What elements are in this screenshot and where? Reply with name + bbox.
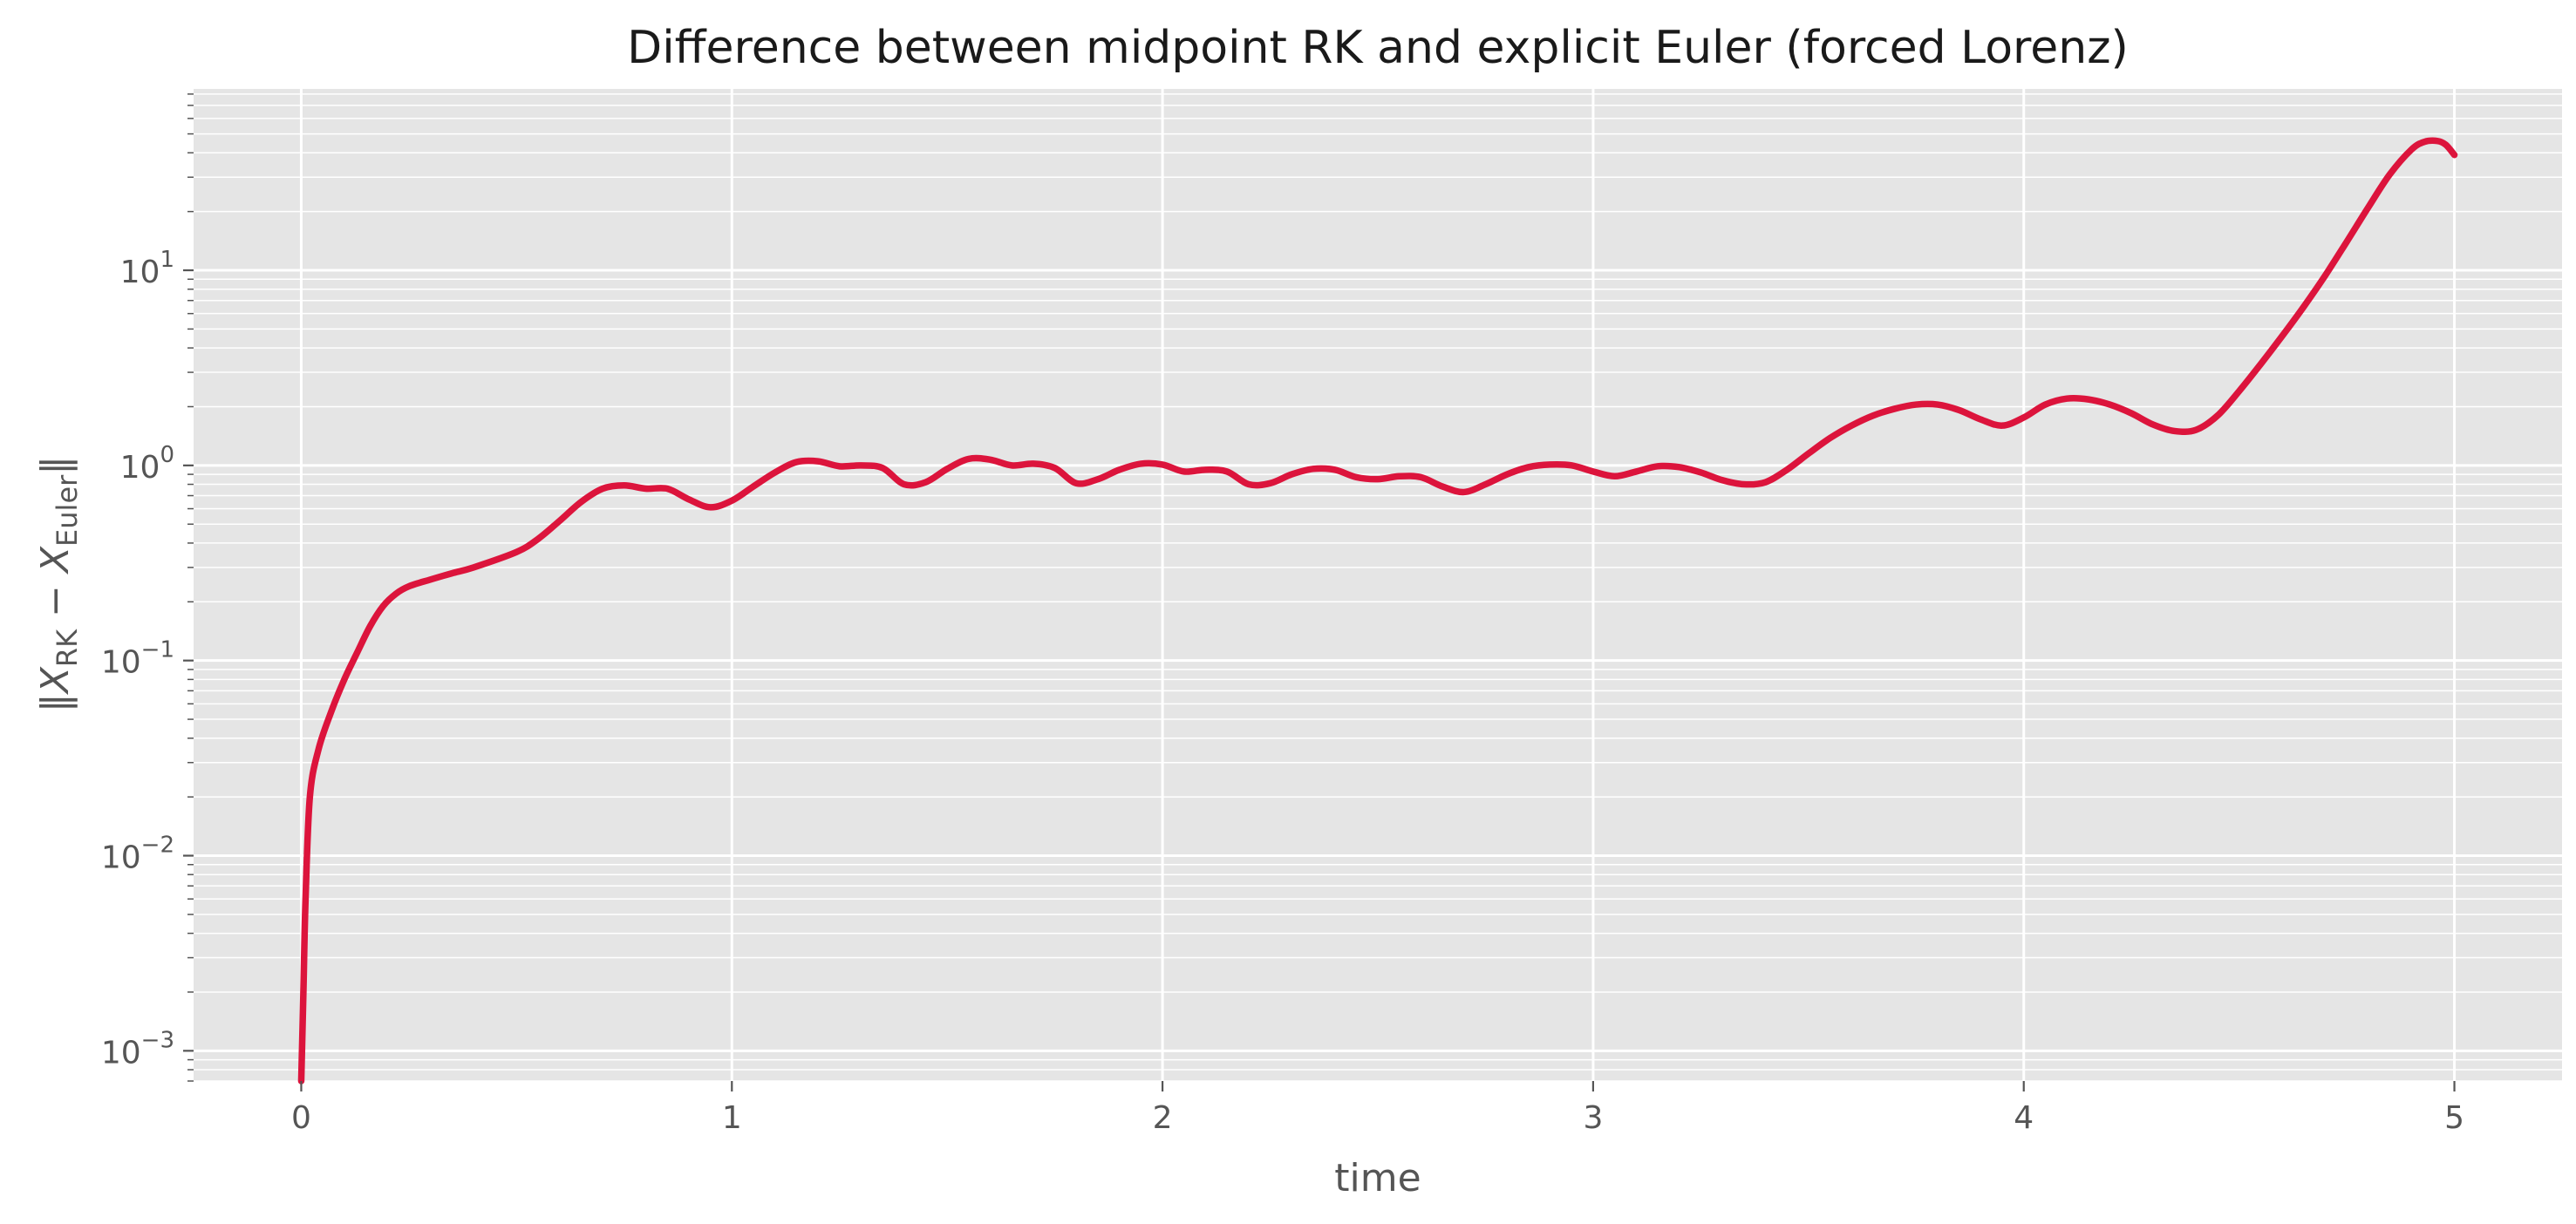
y-tick-label-exponent: 0 <box>160 442 174 468</box>
y-tick-label: 100 <box>120 442 174 486</box>
x-tick-label: 4 <box>2014 1100 2034 1136</box>
y-tick-label: 101 <box>120 247 174 290</box>
y-tick-label-base: 10 <box>101 840 141 876</box>
y-axis-label-norm-left: ‖ <box>33 693 78 712</box>
series-line <box>297 137 2458 1085</box>
y-tick-label-exponent: −3 <box>141 1027 174 1053</box>
y-axis-label-x-rk: X <box>33 666 78 695</box>
y-axis-label: ‖XRK − XEuler‖ <box>33 456 84 713</box>
y-tick-label-exponent: −2 <box>141 833 174 859</box>
y-tick-label: 10−2 <box>101 833 174 876</box>
y-tick-label-base: 10 <box>120 450 160 486</box>
y-tick-label-exponent: −1 <box>141 637 174 663</box>
x-tick-label: 1 <box>722 1100 742 1136</box>
y-tick-label-base: 10 <box>101 1035 141 1071</box>
y-axis-label-x-euler: X <box>33 546 78 575</box>
plot-background <box>194 89 2562 1081</box>
y-tick-label: 10−1 <box>101 637 174 681</box>
x-tick-label: 3 <box>1583 1100 1603 1136</box>
y-axis-label-sub-rk: RK <box>51 629 84 667</box>
y-axis-label-norm-right: ‖ <box>33 456 78 475</box>
y-axis-label-sub-euler: Euler <box>51 474 84 547</box>
y-axis-label-minus: − <box>33 573 78 629</box>
major-gridlines <box>194 89 2562 1081</box>
x-axis-label: time <box>1334 1156 1421 1200</box>
y-tick-label-exponent: 1 <box>160 247 174 273</box>
y-tick-label-base: 10 <box>101 645 141 681</box>
y-tick-label: 10−3 <box>101 1027 174 1071</box>
y-tick-label-base: 10 <box>120 255 160 290</box>
x-tick-label: 0 <box>291 1100 311 1136</box>
minor-gridlines <box>194 93 2562 1082</box>
series-layer <box>297 137 2458 1085</box>
x-axis: 0 1 2 3 4 5 <box>291 1081 2464 1136</box>
x-tick-label: 2 <box>1153 1100 1173 1136</box>
chart-title: Difference between midpoint RK and expli… <box>627 22 2129 74</box>
x-tick-label: 5 <box>2444 1100 2464 1136</box>
